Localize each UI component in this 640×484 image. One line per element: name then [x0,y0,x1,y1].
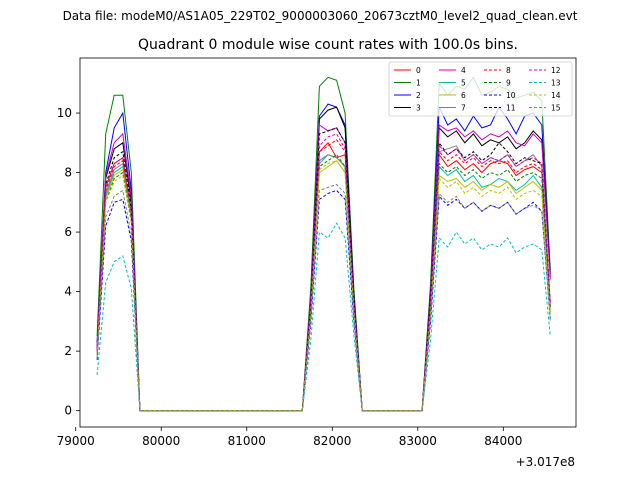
y-tick-label: 0 [64,404,72,418]
y-tick-label: 8 [64,166,72,180]
y-tick-label: 6 [64,225,72,239]
legend-label: 8 [506,66,511,75]
legend-label: 15 [551,104,561,113]
plot-frame [79,57,577,428]
x-tick-label: 82000 [313,434,351,448]
legend-label: 9 [506,79,511,88]
legend-label: 4 [461,66,466,75]
legend-label: 10 [506,91,516,100]
legend-label: 12 [551,66,561,75]
series-line-13 [96,222,551,412]
legend-label: 14 [551,91,561,100]
x-tick-label: 80000 [142,434,180,448]
legend-label: 5 [461,79,466,88]
series-line-14 [96,160,551,412]
y-tick-label: 2 [64,344,72,358]
axes-layer: 79000 80000 81000 82000 83000 84000 0 2 4 6 8 10 [57,106,523,448]
legend-label: 3 [416,104,421,113]
x-tick-label: 81000 [228,434,266,448]
x-tick-label: 83000 [399,434,437,448]
y-tick-label: 4 [64,285,72,299]
legend-label: 6 [461,91,466,100]
series-layer [96,76,551,412]
series-line-15 [96,183,551,412]
x-tick-label: 84000 [484,434,522,448]
legend-label: 7 [461,104,466,113]
chart-suptitle: Data file: modeM0/AS1A05_229T02_90000030… [63,9,578,23]
series-line-11 [96,127,551,412]
x-offset-label: +3.017e8 [516,455,575,469]
chart-title: Quadrant 0 module wise count rates with … [138,37,518,53]
legend-label: 1 [416,79,421,88]
legend-label: 2 [416,91,421,100]
legend-label: 0 [416,66,421,75]
legend-label: 13 [551,79,561,88]
legend-label: 11 [506,104,516,113]
y-tick-label: 10 [57,106,72,120]
series-line-10 [96,189,551,412]
legend-box [388,61,573,117]
x-tick-label: 79000 [57,434,95,448]
